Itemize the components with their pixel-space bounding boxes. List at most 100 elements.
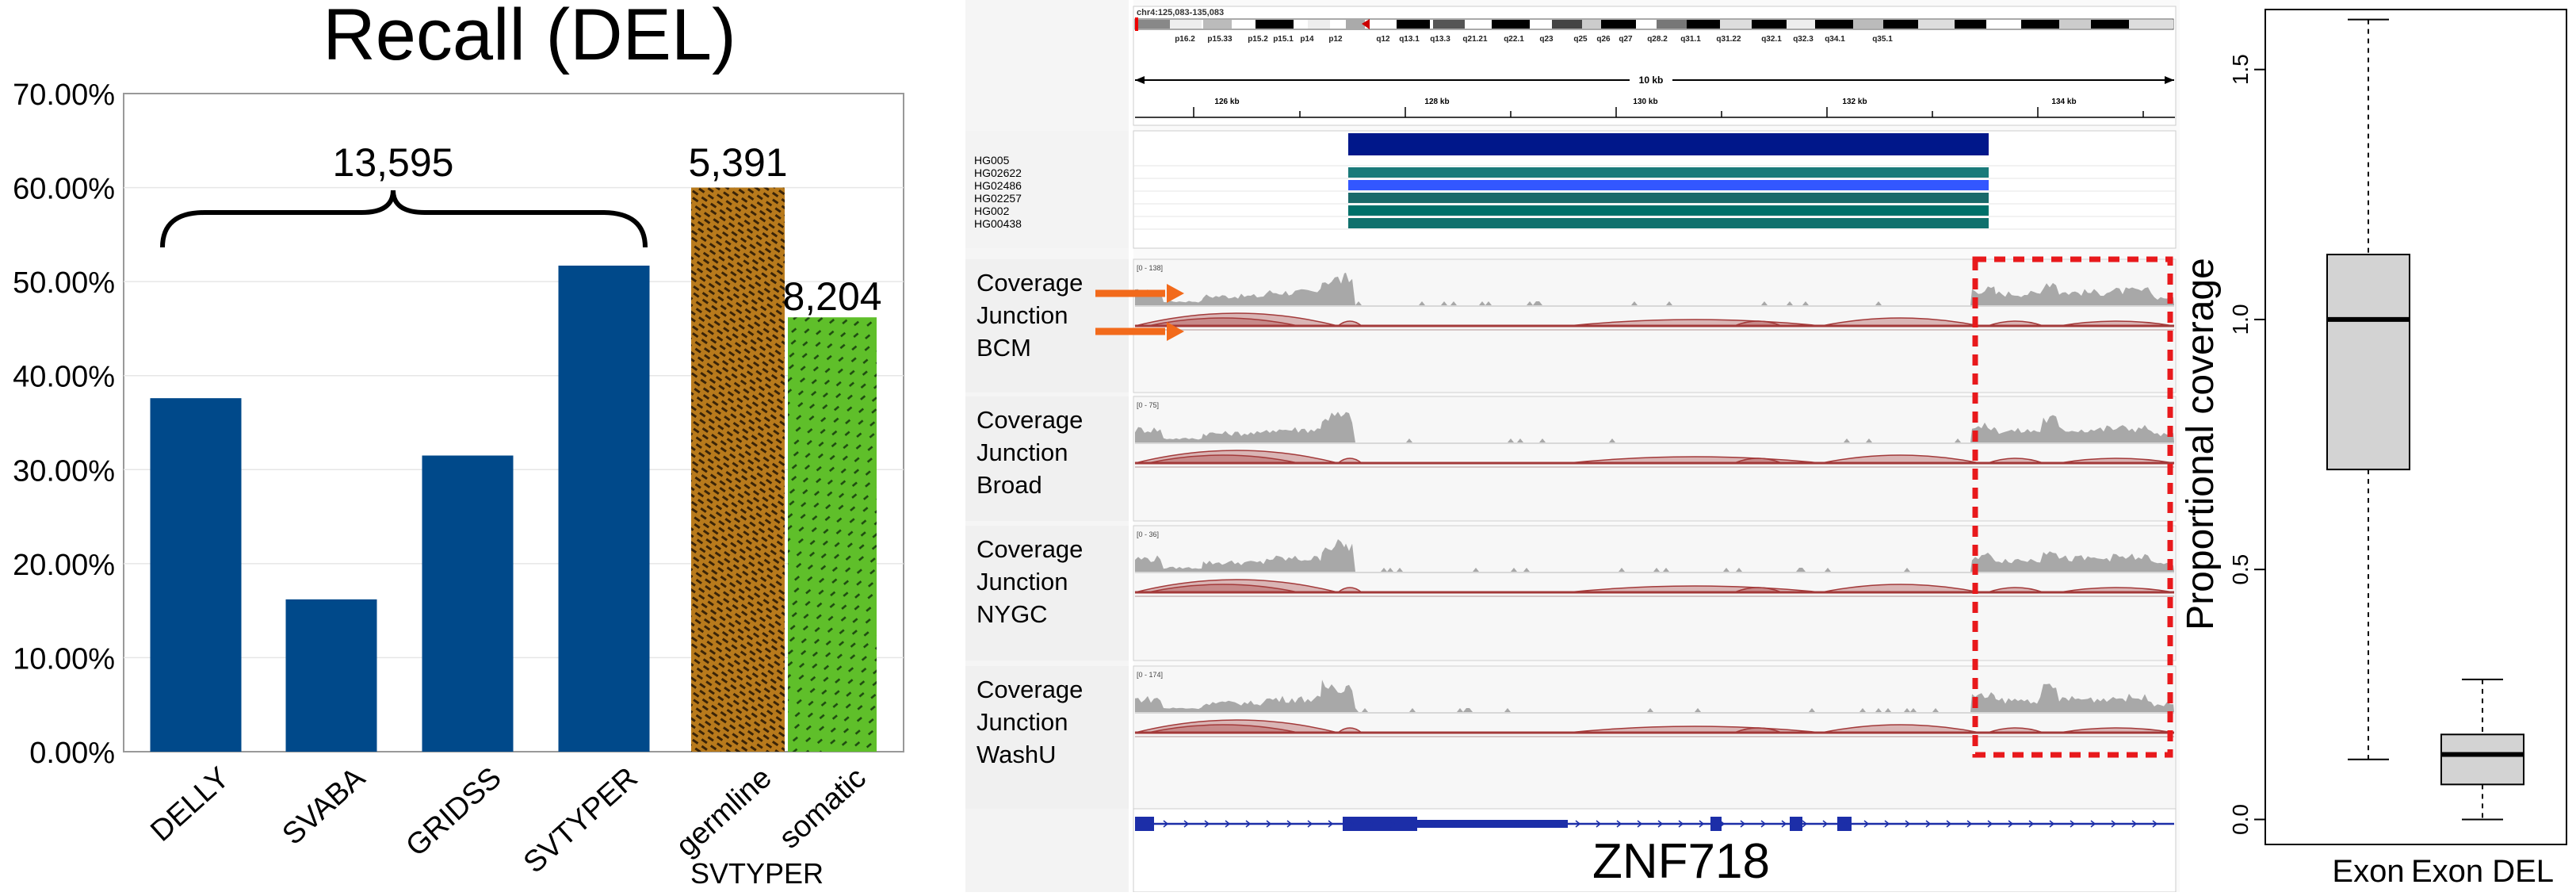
track-label: Junction [977, 708, 1068, 736]
track-range: [0 - 174] [1137, 671, 1163, 679]
exon [1343, 817, 1417, 831]
band-label: q32.1 [1761, 35, 1782, 44]
sample-name: HG00438 [974, 217, 1022, 230]
y-axis: 0.0 0.5 1.0 1.5 [2228, 54, 2265, 835]
sample-name: HG02257 [974, 192, 1022, 205]
ruler-tick-label: 130 kb [1633, 98, 1657, 106]
track-range: [0 - 75] [1137, 401, 1159, 409]
track-label: Junction [977, 301, 1068, 329]
band-label: q28.2 [1647, 35, 1668, 44]
band-label: q22.1 [1504, 35, 1524, 44]
x-tick-svaba: SVABA [277, 760, 373, 852]
genome-browser-panel: chr4:125,083-135,083 p16.2 p15.33 p15.2 p15… [965, 0, 2180, 893]
group-brace [160, 190, 648, 248]
deletion-call [1348, 133, 1989, 155]
boxplot-frame [2265, 9, 2567, 845]
ruler-tick-label: 132 kb [1842, 98, 1867, 106]
ideogram [1134, 17, 2174, 31]
y-tick-label: 60.00% [13, 173, 115, 206]
span-label: 10 kb [1639, 75, 1664, 86]
box-exon-del [2440, 678, 2524, 821]
band-label: q13.1 [1399, 35, 1420, 44]
deletion-call [1348, 193, 1989, 203]
bar-somatic [788, 317, 877, 752]
track-label: Coverage [977, 406, 1083, 434]
sample-name: HG005 [974, 154, 1010, 167]
ruler-tick-label: 134 kb [2051, 98, 2076, 106]
sample-name: HG02622 [974, 167, 1022, 179]
deletion-call [1348, 167, 1989, 178]
x-tick-label: Exon DEL [2411, 854, 2554, 889]
gene-model [1135, 817, 2174, 831]
locus-label: chr4:125,083-135,083 [1137, 8, 1224, 17]
track-range: [0 - 138] [1137, 264, 1163, 272]
track-label: Junction [977, 438, 1068, 466]
brace-label: 13,595 [333, 140, 454, 185]
ruler-tick-label: 126 kb [1214, 98, 1239, 106]
y-tick-labels: 0.00% 10.00% 20.00% 30.00% 40.00% 50.00% 60.00… [13, 78, 115, 770]
highlight-box [1972, 256, 2173, 758]
coverage-junction-tracks: Coverage Junction BCM [0 - 138] Coverage Junc… [965, 258, 2177, 810]
y-tick-label: 0.5 [2228, 554, 2253, 585]
recall-bar-chart: Recall (DEL) 0.00% 10.00% 20.00% 30.00% 40.0… [13, 0, 904, 890]
y-tick-label: 50.00% [13, 266, 115, 300]
track-label: Coverage [977, 535, 1083, 563]
band-label: q21.21 [1462, 35, 1488, 44]
recall-chart-title: Recall (DEL) [323, 0, 736, 75]
coverage-track [1135, 412, 2174, 442]
gene-name: ZNF718 [1592, 834, 1770, 889]
band-label: q31.1 [1680, 35, 1701, 44]
y-tick-label: 20.00% [13, 549, 115, 582]
y-tick-label: 0.0 [2228, 804, 2253, 835]
boxes [2326, 18, 2524, 821]
y-tick-label: 1.0 [2228, 304, 2253, 335]
deletion-call [1348, 218, 1989, 228]
coverage-track [1135, 272, 2174, 305]
bar-germline [691, 187, 785, 752]
bar-gridss [422, 455, 514, 752]
recall-chart-panel: Recall (DEL) 0.00% 10.00% 20.00% 30.00% 40.0… [0, 0, 919, 892]
x-tick-delly: DELLY [144, 761, 235, 848]
track-label: NYGC [977, 600, 1048, 628]
y-tick-label: 70.00% [13, 78, 115, 112]
y-axis-label: Proportional coverage [2180, 258, 2222, 630]
bar-delly [150, 398, 242, 752]
group-label-svtyper: SVTYPER [690, 857, 824, 890]
band-label: p12 [1328, 35, 1343, 44]
y-tick-label: 30.00% [13, 454, 115, 488]
box-exon [2326, 18, 2410, 760]
band-label: q26 [1596, 35, 1611, 44]
band-label: p14 [1300, 35, 1314, 44]
ideogram-band-labels: p16.2 p15.33 p15.2 p15.1 p14 p12 q12 q13.1 q13.3… [1175, 35, 1893, 44]
arrow-junction [1095, 322, 1184, 341]
x-tick-gridss: GRIDSS [399, 761, 507, 863]
band-label: p15.2 [1248, 35, 1268, 44]
band-label: q27 [1619, 35, 1633, 44]
y-tick-label: 40.00% [13, 361, 115, 394]
track-range: [0 - 36] [1137, 530, 1159, 538]
track-label: Coverage [977, 676, 1083, 703]
band-label: p15.1 [1273, 35, 1294, 44]
track-label: Junction [977, 568, 1068, 595]
x-tick-label: Exon [2332, 854, 2404, 889]
arrow-coverage [1095, 284, 1184, 303]
deletion-call [1348, 205, 1989, 216]
band-label: p16.2 [1175, 35, 1195, 44]
x-tick-labels: Exon Exon DEL [2332, 854, 2554, 889]
proportional-coverage-boxplot: 0.0 0.5 1.0 1.5 Exon Exon DEL Proportional c… [2180, 9, 2567, 889]
band-label: q23 [1539, 35, 1554, 44]
y-tick-label: 0.00% [29, 737, 115, 770]
exon [1417, 820, 1568, 828]
ruler-tick-label: 128 kb [1424, 98, 1449, 106]
sample-name: HG02486 [974, 179, 1022, 192]
bar-svtyper [558, 265, 650, 752]
data-label-somatic: 8,204 [782, 274, 881, 319]
exon [1790, 817, 1802, 831]
track-label: BCM [977, 334, 1031, 362]
x-tick-somatic: somatic [773, 761, 872, 856]
exon [1837, 817, 1852, 831]
ruler: 126 kb 128 kb 130 kb 132 kb 134 kb [1135, 98, 2175, 118]
band-label: q32.3 [1793, 35, 1814, 44]
deletion-call [1348, 180, 1989, 190]
exon [1710, 817, 1722, 831]
